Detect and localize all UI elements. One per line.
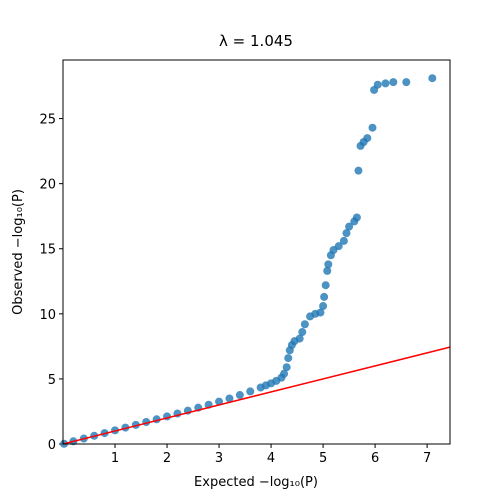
x-tick-label: 6 [371,451,379,466]
point [324,260,333,269]
y-tick-label: 25 [39,113,56,128]
y-tick-label: 5 [48,373,56,388]
y-tick-label: 0 [48,438,56,453]
x-axis-label: Expected −log₁₀(P) [194,475,318,490]
point [319,302,328,311]
x-tick-label: 5 [319,451,327,466]
point [316,308,325,317]
x-tick-label: 3 [215,451,223,466]
y-axis-label: Observed −log₁₀(P) [11,189,26,315]
point [342,229,351,238]
point [295,334,304,343]
point [298,328,307,337]
point [321,281,330,290]
point [428,74,437,83]
point [363,134,372,143]
x-tick-label: 1 [111,451,119,466]
y-tick-label: 20 [39,178,56,193]
point [280,369,289,378]
point [402,78,411,87]
plot-frame [62,59,451,445]
point [225,394,234,403]
point [282,363,291,372]
point [235,391,244,400]
point [389,78,398,87]
point [345,222,354,231]
x-tick-label: 2 [163,451,171,466]
point [215,397,224,406]
point [373,80,382,89]
x-tick-label: 7 [423,451,431,466]
x-tick-label: 4 [267,451,275,466]
point [354,166,363,175]
y-tick-label: 15 [39,243,56,258]
reference-line [62,346,451,445]
point [339,236,348,245]
point [300,320,309,329]
point [334,242,343,251]
point [352,213,361,222]
chart-title: λ = 1.045 [219,32,293,50]
y-tick-label: 10 [39,308,56,323]
point [320,292,329,301]
point [246,387,255,396]
point [284,354,293,363]
point [368,123,377,132]
point [323,266,332,275]
point [381,79,390,88]
